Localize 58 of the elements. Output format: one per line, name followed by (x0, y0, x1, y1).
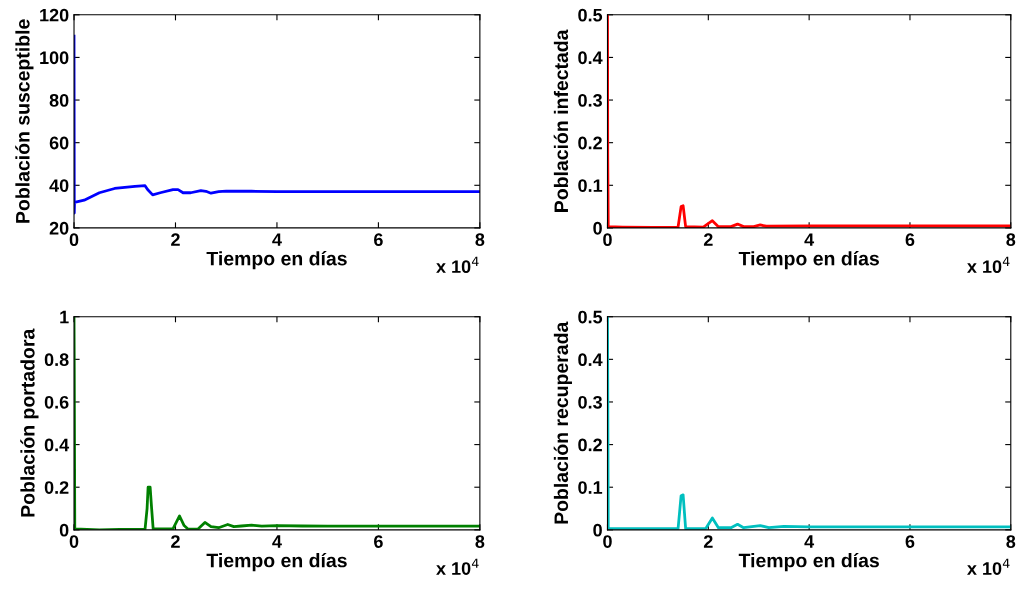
x-tick-label: 2 (703, 233, 713, 246)
y-tick-label: 0.3 (578, 93, 602, 107)
y-tick-label: 0.4 (44, 438, 70, 452)
x-tick-label: 2 (171, 233, 180, 246)
x-tick-label: 8 (475, 535, 485, 548)
text: x 10$^{4}$ (967, 558, 1010, 575)
y-tick-label: 20 (49, 221, 69, 235)
x-tick-label: 4 (804, 233, 815, 246)
x-tick-label: 4 (804, 535, 815, 548)
y-tick-label: 40 (49, 179, 69, 193)
x-tick-label: 8 (1006, 535, 1016, 548)
y-tick-label: 0.8 (44, 353, 69, 367)
y-axis-title: Población portadora (20, 328, 39, 517)
line-series (607, 316, 1011, 530)
x-tick-label: 0 (603, 233, 612, 247)
y-axis-title: Población infectada (553, 29, 569, 212)
y-tick-label: 0 (59, 523, 69, 537)
y-tick-label: 0 (593, 523, 602, 537)
y-axis-title: Población susceptible (15, 19, 34, 223)
y-tick-label: 0.5 (578, 8, 603, 22)
line-series (607, 14, 1011, 228)
y-tick-label: 60 (49, 136, 69, 150)
x-tick-label: 6 (905, 535, 915, 548)
y-tick-label: 0.2 (578, 438, 602, 452)
x-tick-label: 4 (272, 535, 282, 548)
x-axis-title: Tiempo en días (206, 251, 347, 270)
x-tick-label: 6 (374, 535, 383, 548)
y-tick-label: 0.1 (578, 179, 603, 193)
x-tick-label: 2 (703, 535, 713, 548)
y-tick-label: 0.4 (578, 353, 603, 367)
y-tick-label: 0.4 (578, 51, 603, 65)
x-tick-label: 6 (905, 233, 915, 247)
y-axis-title: Población recuperada (553, 321, 572, 524)
x-tick-label: 2 (171, 535, 180, 548)
y-tick-label: 0 (593, 221, 602, 235)
x-axis-title: Tiempo en días (738, 251, 879, 270)
x-tick-label: 0 (69, 535, 79, 548)
x-tick-label: 4 (272, 233, 282, 246)
x-axis-title: Tiempo en días (738, 552, 879, 572)
x-tick-label: 0 (603, 535, 612, 548)
x-tick-label: 0 (69, 233, 79, 247)
y-tick-label: 100 (40, 51, 69, 65)
y-tick-label: 0.2 (578, 136, 602, 150)
y-tick-label: 0.3 (578, 395, 602, 409)
x-tick-label: 6 (374, 233, 383, 247)
y-tick-label: 0.2 (44, 481, 69, 494)
x-axis-title: Tiempo en días (206, 552, 347, 572)
y-tick-label: 0.5 (578, 310, 603, 324)
x-tick-label: 8 (1006, 233, 1016, 247)
x-tick-label: 8 (475, 233, 485, 247)
text: x 10$^{4}$ (967, 256, 1010, 274)
y-tick-label: 0.6 (44, 395, 69, 409)
text: x 10$^{4}$ (436, 558, 479, 575)
y-tick-label: 120 (40, 8, 69, 22)
text: x 10$^{4}$ (436, 256, 479, 274)
y-tick-label: 80 (49, 93, 69, 107)
y-tick-label: 1 (60, 310, 69, 324)
y-tick-label: 0.1 (578, 481, 603, 494)
